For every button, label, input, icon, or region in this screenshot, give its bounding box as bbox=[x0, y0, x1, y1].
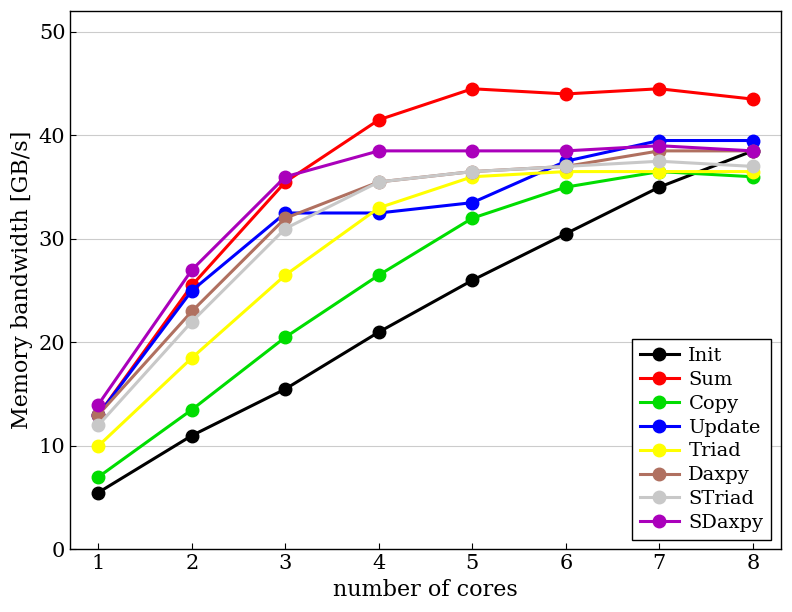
Line: Update: Update bbox=[92, 134, 759, 421]
Triad bbox=[187, 354, 196, 362]
Sum bbox=[748, 95, 758, 103]
Daxpy bbox=[93, 411, 103, 419]
Sum bbox=[374, 116, 383, 124]
Init bbox=[748, 147, 758, 155]
STriad bbox=[748, 163, 758, 170]
Triad bbox=[93, 442, 103, 450]
Daxpy bbox=[467, 168, 477, 175]
Init bbox=[374, 329, 383, 336]
Daxpy bbox=[374, 178, 383, 185]
Sum bbox=[467, 85, 477, 92]
SDaxpy bbox=[654, 142, 664, 149]
Triad bbox=[467, 173, 477, 181]
SDaxpy bbox=[467, 147, 477, 155]
Init bbox=[467, 277, 477, 284]
Sum bbox=[561, 90, 570, 97]
Copy bbox=[280, 334, 290, 341]
Update bbox=[374, 209, 383, 217]
Sum bbox=[187, 282, 196, 289]
Copy bbox=[654, 168, 664, 175]
Line: Sum: Sum bbox=[92, 83, 759, 421]
Sum bbox=[93, 411, 103, 419]
Line: Init: Init bbox=[92, 144, 759, 499]
Copy bbox=[467, 214, 477, 222]
Legend: Init, Sum, Copy, Update, Triad, Daxpy, STriad, SDaxpy: Init, Sum, Copy, Update, Triad, Daxpy, S… bbox=[632, 340, 771, 540]
STriad bbox=[93, 422, 103, 429]
Triad bbox=[374, 204, 383, 212]
Update bbox=[187, 287, 196, 294]
Daxpy bbox=[561, 163, 570, 170]
SDaxpy bbox=[748, 147, 758, 155]
X-axis label: number of cores: number of cores bbox=[333, 579, 518, 601]
Y-axis label: Memory bandwidth [GB/s]: Memory bandwidth [GB/s] bbox=[11, 131, 33, 430]
Update bbox=[748, 137, 758, 144]
Init bbox=[187, 432, 196, 439]
Copy bbox=[374, 272, 383, 279]
SDaxpy bbox=[561, 147, 570, 155]
Update bbox=[93, 411, 103, 419]
Copy bbox=[93, 473, 103, 480]
SDaxpy bbox=[374, 147, 383, 155]
Init bbox=[654, 184, 664, 191]
Update bbox=[280, 209, 290, 217]
SDaxpy bbox=[187, 266, 196, 274]
Update bbox=[561, 157, 570, 165]
Daxpy bbox=[654, 147, 664, 155]
Update bbox=[654, 137, 664, 144]
Line: Copy: Copy bbox=[92, 165, 759, 483]
SDaxpy bbox=[280, 173, 290, 181]
Triad bbox=[748, 168, 758, 175]
Daxpy bbox=[748, 147, 758, 155]
STriad bbox=[374, 178, 383, 185]
Sum bbox=[280, 178, 290, 185]
STriad bbox=[654, 157, 664, 165]
Triad bbox=[654, 168, 664, 175]
Init bbox=[93, 489, 103, 496]
Triad bbox=[561, 168, 570, 175]
Init bbox=[280, 386, 290, 393]
Line: SDaxpy: SDaxpy bbox=[92, 140, 759, 411]
Daxpy bbox=[187, 308, 196, 315]
Copy bbox=[187, 406, 196, 413]
STriad bbox=[467, 168, 477, 175]
STriad bbox=[187, 318, 196, 326]
Line: Daxpy: Daxpy bbox=[92, 144, 759, 421]
Copy bbox=[748, 173, 758, 181]
SDaxpy bbox=[93, 401, 103, 408]
STriad bbox=[280, 225, 290, 232]
Sum bbox=[654, 85, 664, 92]
Init bbox=[561, 230, 570, 237]
Line: STriad: STriad bbox=[92, 155, 759, 431]
Triad bbox=[280, 272, 290, 279]
Copy bbox=[561, 184, 570, 191]
Line: Triad: Triad bbox=[92, 165, 759, 452]
Update bbox=[467, 199, 477, 206]
Daxpy bbox=[280, 214, 290, 222]
STriad bbox=[561, 163, 570, 170]
